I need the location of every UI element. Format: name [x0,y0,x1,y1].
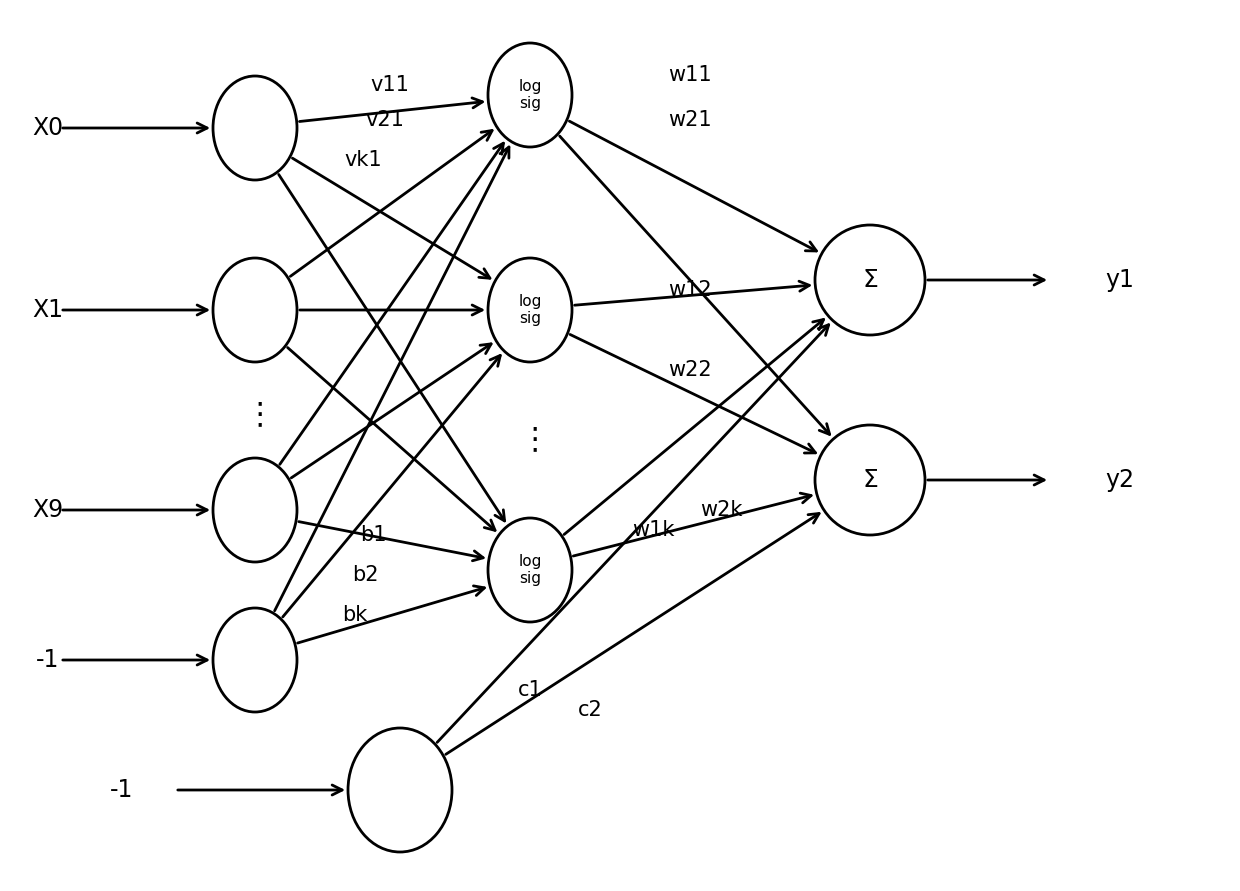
Text: bk: bk [342,605,367,625]
Ellipse shape [213,608,298,712]
Ellipse shape [489,258,572,362]
Text: w12: w12 [668,280,712,300]
Text: v21: v21 [366,110,404,130]
Text: X0: X0 [32,116,63,140]
Text: vk1: vk1 [345,150,382,170]
Text: log
sig: log sig [518,78,542,111]
Text: log
sig: log sig [518,294,542,326]
Text: log
sig: log sig [518,554,542,586]
Text: ⋮: ⋮ [244,400,275,429]
Ellipse shape [213,76,298,180]
Text: Σ: Σ [862,268,878,292]
Ellipse shape [213,458,298,562]
Text: ⋮: ⋮ [520,426,551,454]
Text: w1k: w1k [632,520,675,540]
Text: y2: y2 [1106,468,1135,492]
Text: b2: b2 [352,565,378,585]
Text: X9: X9 [32,498,63,522]
Ellipse shape [213,258,298,362]
Text: w21: w21 [668,110,712,130]
Text: -1: -1 [36,648,60,672]
Text: b1: b1 [360,525,386,545]
Text: c2: c2 [578,700,603,720]
Text: w22: w22 [668,360,712,380]
Ellipse shape [489,43,572,147]
Text: w2k: w2k [701,500,743,520]
Text: v11: v11 [371,75,409,95]
Text: -1: -1 [110,778,134,802]
Ellipse shape [348,728,453,852]
Text: c1: c1 [517,680,542,700]
Text: X1: X1 [32,298,63,322]
Text: w11: w11 [668,65,712,85]
Ellipse shape [815,425,925,535]
Text: y1: y1 [1106,268,1135,292]
Text: Σ: Σ [862,468,878,492]
Ellipse shape [489,518,572,622]
Ellipse shape [815,225,925,335]
